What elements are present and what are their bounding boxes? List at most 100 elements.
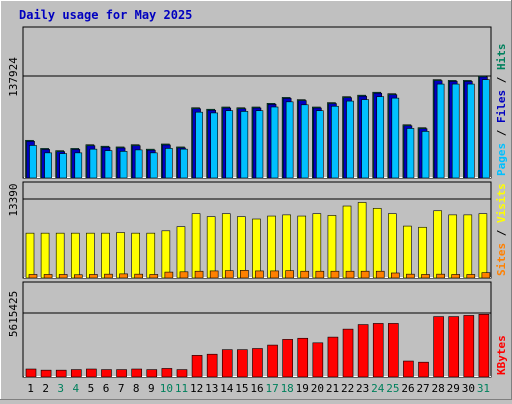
bar-kbytes — [70, 369, 82, 378]
legend-sites-visits: Sites / Visits — [495, 183, 508, 276]
bar-visits — [342, 205, 352, 279]
x-tick-label: 25 — [386, 382, 399, 395]
bar-pages — [165, 148, 173, 179]
y-max-label: 137924 — [7, 57, 20, 97]
bar-kbytes — [357, 324, 369, 378]
bar-kbytes — [161, 368, 173, 378]
y-max-label: 13390 — [7, 183, 20, 216]
x-tick-label: 7 — [118, 382, 125, 395]
legend-hits: Hits — [495, 44, 508, 71]
x-tick-label: 15 — [235, 382, 248, 395]
bar-sites — [406, 273, 415, 279]
bar-sites — [28, 274, 38, 279]
bar-pages — [331, 105, 339, 179]
bar-pages — [270, 106, 279, 179]
bar-kbytes — [252, 348, 263, 378]
bar-kbytes — [403, 360, 414, 378]
x-tick-label: 13 — [205, 382, 218, 395]
bar-pages — [104, 150, 113, 179]
bar-sites — [375, 270, 385, 279]
bar-kbytes — [131, 368, 142, 378]
x-tick-label: 24 — [371, 382, 385, 395]
bar-visits — [463, 214, 473, 279]
bar-pages — [240, 111, 249, 179]
bar-sites — [270, 270, 279, 279]
x-tick-label: 22 — [341, 382, 354, 395]
x-tick-label: 2 — [42, 382, 49, 395]
bar-sites — [300, 270, 310, 279]
bar-visits — [131, 232, 140, 279]
bar-visits — [176, 226, 186, 279]
x-tick-label: 16 — [250, 382, 263, 395]
bar-kbytes — [191, 355, 203, 378]
bar-pages — [421, 131, 430, 179]
legend-pages-files-hits: Pages / Files / Hits — [495, 44, 508, 177]
bar-pages — [316, 110, 324, 179]
bar-sites — [466, 274, 476, 279]
bar-pages — [255, 110, 264, 179]
bar-visits — [55, 232, 65, 279]
bar-kbytes — [221, 349, 233, 378]
x-tick-label: 29 — [447, 382, 460, 395]
bar-pages — [436, 83, 445, 179]
bar-visits — [433, 210, 442, 279]
legend-sites: Sites — [495, 243, 508, 276]
x-tick-label: 27 — [416, 382, 429, 395]
bar-visits — [448, 214, 458, 279]
bar-pages — [406, 128, 415, 179]
bar-pages — [210, 112, 218, 179]
bar-pages — [29, 145, 37, 179]
bar-visits — [357, 202, 367, 279]
bar-kbytes — [101, 369, 112, 378]
bar-kbytes — [40, 369, 52, 378]
x-tick-label: 30 — [462, 382, 475, 395]
chart-title: Daily usage for May 2025 — [19, 8, 192, 22]
bar-sites — [119, 273, 128, 279]
bar-visits — [237, 216, 246, 279]
bar-sites — [345, 270, 355, 279]
bar-sites — [179, 271, 189, 279]
legend-separator: / — [495, 223, 508, 243]
bar-sites — [134, 273, 143, 279]
bar-kbytes — [206, 353, 218, 378]
bar-kbytes — [267, 344, 278, 378]
x-tick-label: 12 — [190, 382, 203, 395]
bar-kbytes — [448, 316, 460, 378]
bar-kbytes — [25, 368, 37, 378]
bar-pages — [451, 83, 460, 179]
bar-kbytes — [372, 323, 384, 378]
x-tick-label: 1 — [27, 382, 34, 395]
bar-pages — [44, 152, 52, 179]
bar-visits — [101, 232, 110, 279]
bar-sites — [255, 270, 264, 279]
x-tick-label: 14 — [220, 382, 234, 395]
chart-panels: 137924 Pages / Files / Hits 13390 Sites / V… — [7, 26, 508, 378]
legend-kbytes: KBytes — [495, 335, 508, 375]
bar-kbytes — [116, 369, 127, 378]
y-max-label: 5615425 — [7, 291, 20, 337]
legend-separator: / — [495, 70, 508, 90]
x-tick-label: 10 — [160, 382, 173, 395]
bar-kbytes — [237, 349, 248, 378]
bar-pages — [119, 151, 128, 179]
bar-visits — [86, 232, 95, 279]
bar-sites — [209, 270, 219, 279]
bar-pages — [59, 153, 67, 179]
bar-visits — [146, 232, 156, 279]
x-tick-label: 17 — [265, 382, 278, 395]
bar-sites — [73, 274, 83, 279]
bar-kbytes — [297, 337, 309, 378]
bar-pages — [376, 96, 385, 179]
legend-kbytes: KBytes — [495, 335, 508, 375]
bar-visits — [372, 208, 382, 279]
bar-visits — [297, 215, 307, 279]
bar-sites — [360, 270, 370, 279]
bar-visits — [40, 232, 50, 279]
bar-kbytes — [55, 369, 67, 378]
x-tick-label: 5 — [88, 382, 95, 395]
bar-visits — [282, 214, 291, 279]
bar-kbytes — [146, 369, 158, 378]
bar-visits — [267, 215, 276, 279]
bar-pages — [300, 104, 309, 179]
